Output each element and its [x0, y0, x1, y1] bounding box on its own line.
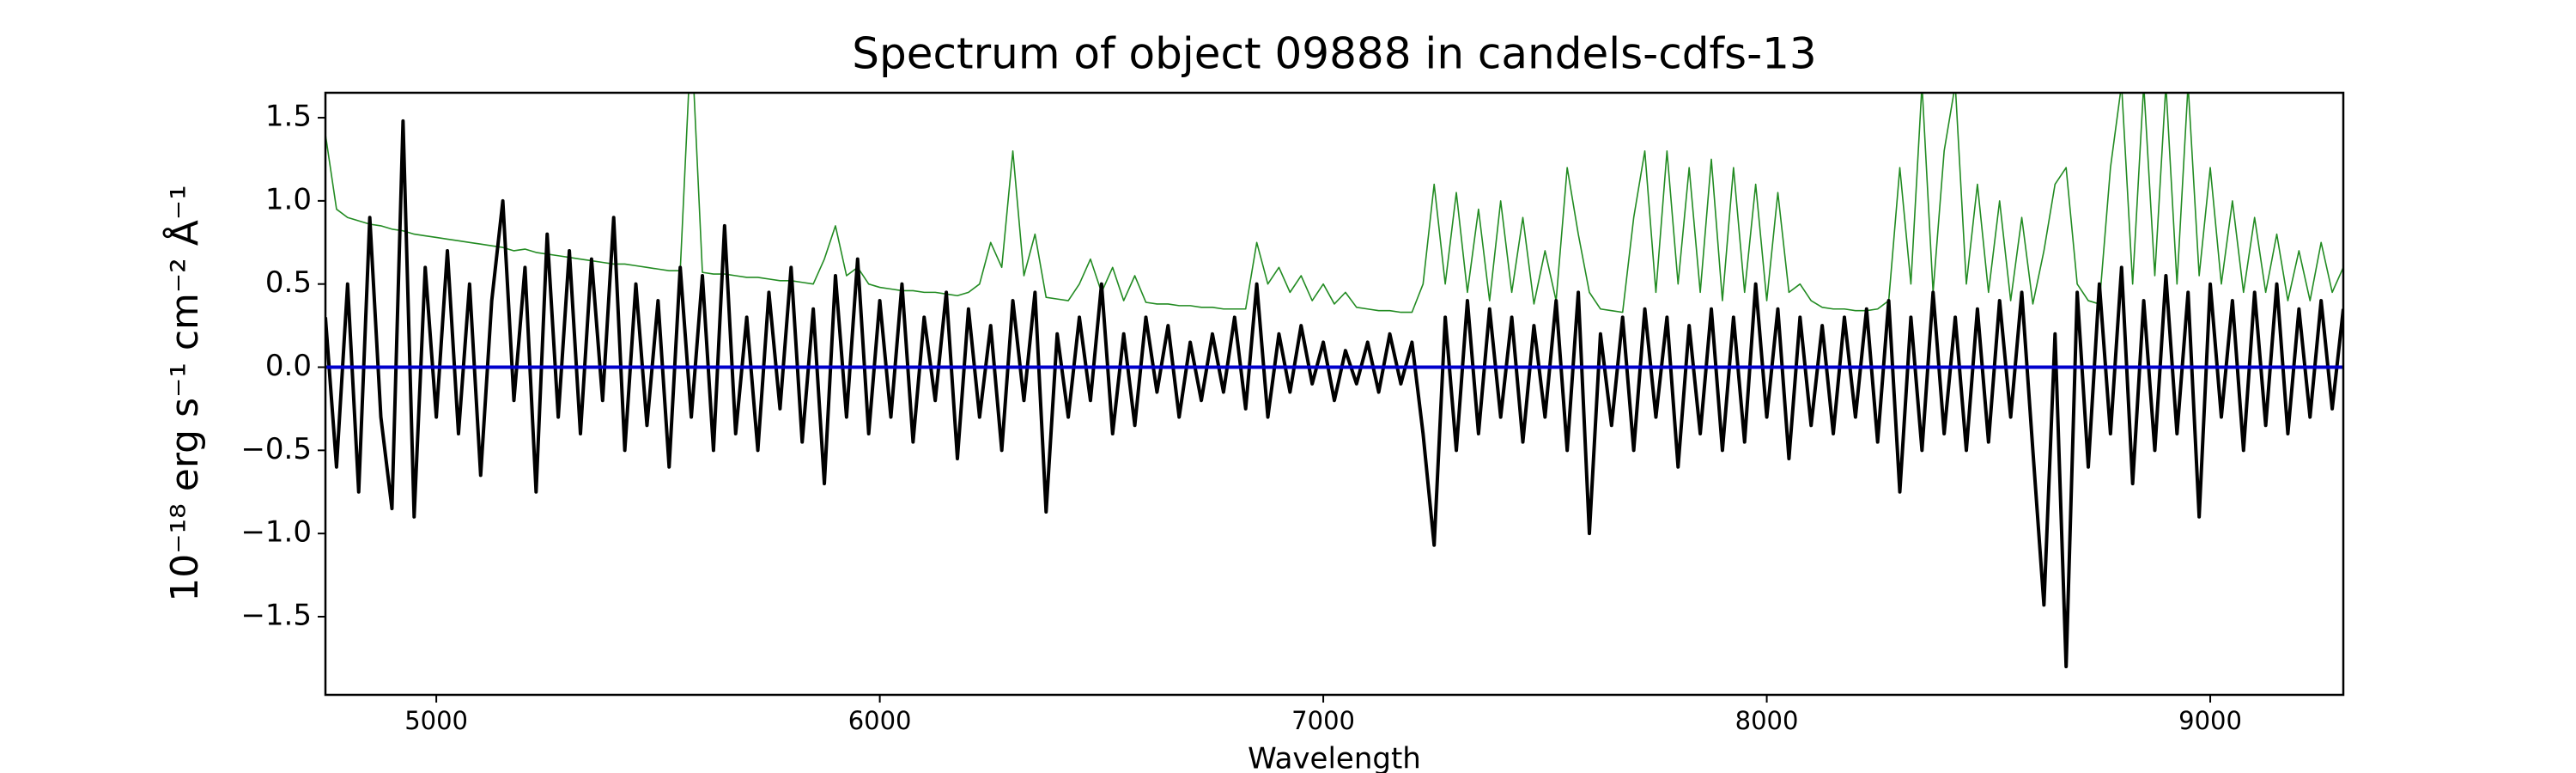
x-tick-label: 5000: [404, 706, 468, 735]
x-tick-label: 9000: [2178, 706, 2242, 735]
y-tick-label: 0.0: [265, 349, 312, 383]
x-tick-label: 6000: [848, 706, 912, 735]
chart-title: Spectrum of object 09888 in candels-cdfs…: [852, 29, 1817, 79]
y-tick-label: −1.5: [240, 598, 312, 632]
x-axis-label: Wavelength: [1248, 742, 1421, 773]
spectrum-line: [325, 119, 2343, 669]
x-tick-label: 8000: [1735, 706, 1799, 735]
axes-frame: [324, 91, 2345, 697]
y-tick-label: 0.5: [265, 265, 312, 300]
y-tick-label: −0.5: [240, 432, 312, 466]
spectrum-line: [325, 93, 2343, 313]
y-axis-label: 10⁻¹⁸ erg s⁻¹ cm⁻² Å⁻¹: [161, 185, 207, 601]
y-tick-label: 1.0: [265, 182, 312, 216]
y-tick-label: −1.0: [240, 515, 312, 550]
x-tick-label: 7000: [1291, 706, 1355, 735]
y-tick-label: 1.5: [265, 100, 312, 134]
plot-area: [325, 93, 2343, 669]
